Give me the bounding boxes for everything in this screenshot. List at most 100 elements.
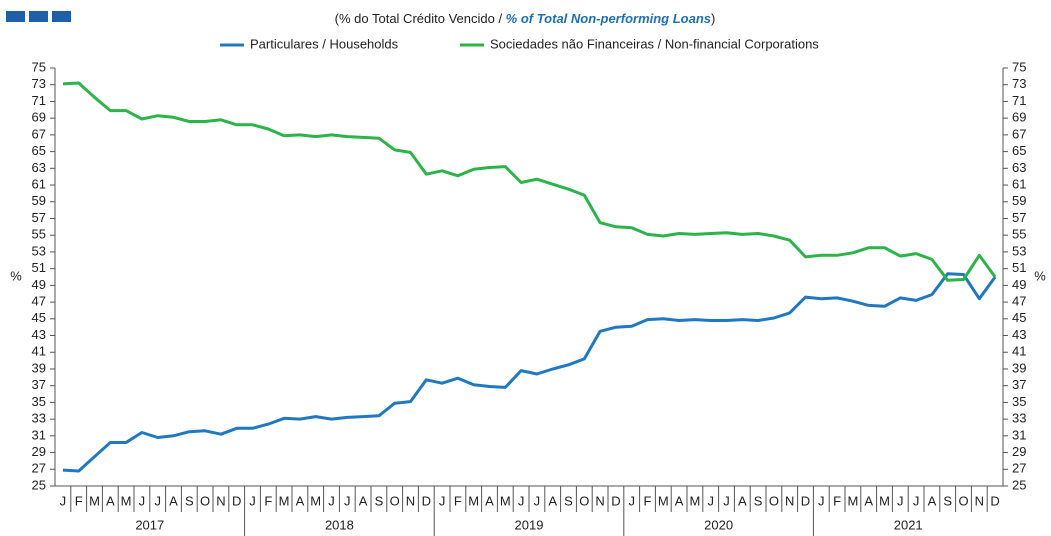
x-tick-label: N (975, 493, 984, 508)
x-tick-label: O (579, 493, 589, 508)
y-tick-label: 55 (32, 227, 46, 242)
y2-tick-label: 57 (1012, 210, 1026, 225)
x-tick-label: J (328, 493, 335, 508)
x-tick-label: D (801, 493, 810, 508)
y2-axis-label: % (1034, 268, 1046, 283)
y-axis-label: % (10, 268, 22, 283)
y2-tick-label: 25 (1012, 477, 1026, 492)
x-tick-label: N (216, 493, 225, 508)
x-tick-label: M (879, 493, 890, 508)
logo (6, 11, 71, 22)
series-line (62, 81, 997, 282)
y2-tick-label: 59 (1012, 193, 1026, 208)
x-tick-label: N (406, 493, 415, 508)
x-tick-label: O (958, 493, 968, 508)
y2-tick-label: 67 (1012, 126, 1026, 141)
x-tick-label: D (422, 493, 431, 508)
y2-tick-label: 55 (1012, 227, 1026, 242)
y2-tick-label: 49 (1012, 277, 1026, 292)
x-tick-label: M (658, 493, 669, 508)
y2-tick-label: 29 (1012, 444, 1026, 459)
y2-tick-label: 53 (1012, 243, 1026, 258)
y-tick-label: 59 (32, 193, 46, 208)
x-tick-label: J (249, 493, 256, 508)
x-tick-label: M (121, 493, 132, 508)
x-tick-label: D (232, 493, 241, 508)
x-tick-label: A (485, 493, 494, 508)
y2-tick-label: 43 (1012, 327, 1026, 342)
chart-title: (% do Total Crédito Vencido / % of Total… (335, 11, 716, 26)
x-tick-label: F (75, 493, 83, 508)
y2-tick-label: 61 (1012, 176, 1026, 191)
y-tick-label: 39 (32, 360, 46, 375)
y-tick-label: 35 (32, 394, 46, 409)
x-tick-label: A (169, 493, 178, 508)
y-tick-label: 47 (32, 294, 46, 309)
x-tick-label: D (611, 493, 620, 508)
x-tick-label: M (468, 493, 479, 508)
y2-tick-label: 27 (1012, 461, 1026, 476)
y2-tick-label: 37 (1012, 377, 1026, 392)
x-tick-label: A (864, 493, 873, 508)
x-tick-label: A (928, 493, 937, 508)
x-tick-label: J (818, 493, 825, 508)
year-label: 2017 (135, 517, 164, 532)
series-line (62, 272, 997, 473)
x-tick-label: J (628, 493, 635, 508)
x-tick-label: N (785, 493, 794, 508)
x-tick-label: A (738, 493, 747, 508)
x-tick-label: S (943, 493, 952, 508)
y-tick-label: 41 (32, 344, 46, 359)
y-tick-label: 43 (32, 327, 46, 342)
year-label: 2020 (704, 517, 733, 532)
y2-tick-label: 41 (1012, 344, 1026, 359)
x-tick-label: M (310, 493, 321, 508)
x-tick-label: J (439, 493, 446, 508)
y-tick-label: 53 (32, 243, 46, 258)
x-tick-label: J (60, 493, 67, 508)
x-tick-label: J (897, 493, 904, 508)
y-tick-label: 49 (32, 277, 46, 292)
x-tick-label: F (833, 493, 841, 508)
y-tick-label: 65 (32, 143, 46, 158)
x-tick-label: A (548, 493, 557, 508)
y2-tick-label: 31 (1012, 427, 1026, 442)
y-tick-label: 31 (32, 427, 46, 442)
x-tick-label: M (689, 493, 700, 508)
x-tick-label: F (264, 493, 272, 508)
x-tick-label: M (847, 493, 858, 508)
x-tick-label: A (296, 493, 305, 508)
y-tick-label: 27 (32, 461, 46, 476)
y-tick-label: 51 (32, 260, 46, 275)
y2-tick-label: 73 (1012, 76, 1026, 91)
y2-tick-label: 33 (1012, 411, 1026, 426)
x-tick-label: S (564, 493, 573, 508)
x-tick-label: J (518, 493, 525, 508)
y2-tick-label: 69 (1012, 110, 1026, 125)
y-tick-label: 57 (32, 210, 46, 225)
x-tick-label: O (390, 493, 400, 508)
y-tick-label: 33 (32, 411, 46, 426)
y2-tick-label: 63 (1012, 160, 1026, 175)
x-tick-label: O (769, 493, 779, 508)
x-tick-label: D (990, 493, 999, 508)
y2-tick-label: 75 (1012, 59, 1026, 74)
x-tick-label: J (913, 493, 920, 508)
y-tick-label: 45 (32, 310, 46, 325)
year-label: 2021 (894, 517, 923, 532)
y2-tick-label: 71 (1012, 93, 1026, 108)
y2-tick-label: 35 (1012, 394, 1026, 409)
legend-label: Sociedades não Financeiras / Non-financi… (490, 36, 819, 51)
y-tick-label: 71 (32, 93, 46, 108)
x-tick-label: M (279, 493, 290, 508)
x-tick-label: M (89, 493, 100, 508)
y2-tick-label: 65 (1012, 143, 1026, 158)
x-tick-label: A (359, 493, 368, 508)
x-tick-label: S (375, 493, 384, 508)
x-tick-label: J (139, 493, 146, 508)
x-tick-label: J (534, 493, 541, 508)
x-tick-label: M (500, 493, 511, 508)
y-tick-label: 73 (32, 76, 46, 91)
y-tick-label: 37 (32, 377, 46, 392)
year-label: 2019 (515, 517, 544, 532)
